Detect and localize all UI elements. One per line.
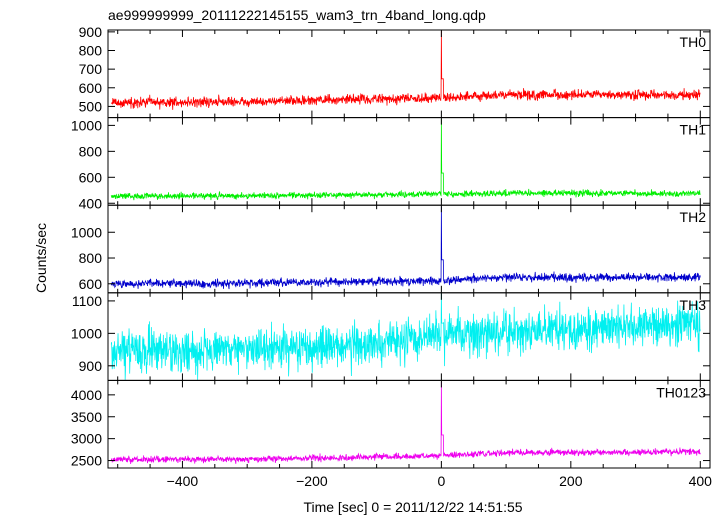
- series-line-th0123: [110, 381, 701, 464]
- chart-title: ae999999999_20111222145155_wam3_trn_4ban…: [108, 7, 486, 23]
- x-tick-label: 0: [437, 473, 445, 489]
- y-tick-label: 900: [79, 358, 103, 374]
- y-tick-label: 700: [79, 61, 103, 77]
- y-tick-label: 800: [79, 143, 103, 159]
- series-label: TH2: [680, 209, 707, 225]
- y-tick-label: 600: [79, 169, 103, 185]
- y-tick-label: 600: [79, 276, 103, 292]
- y-tick-label: 3000: [71, 431, 102, 447]
- y-tick-label: 2500: [71, 453, 102, 469]
- x-axis-label: Time [sec] 0 = 2011/12/22 14:51:55: [303, 499, 522, 515]
- y-tick-label: 1100: [72, 293, 102, 309]
- panel-th0123: 2500 3000 3500 4000 TH0123: [71, 379, 711, 469]
- y-axis-label: Counts/sec: [33, 223, 49, 293]
- series-label: TH0123: [656, 384, 706, 400]
- y-tick-label: 1000: [71, 224, 102, 240]
- series-line-th2: [110, 206, 701, 290]
- x-tick-label: −200: [296, 473, 328, 489]
- panel-frame: [107, 379, 711, 469]
- panel-frame: [107, 292, 711, 381]
- y-tick-label: 1000: [71, 325, 102, 341]
- series-label: TH0: [680, 34, 707, 50]
- panel-th2: 600 800 1000 TH2: [71, 204, 711, 294]
- y-tick-label: 800: [79, 43, 103, 59]
- y-tick-label: 800: [79, 250, 103, 266]
- y-tick-label: 500: [79, 98, 103, 114]
- panel-th1: 400 600 800 1000 TH1: [71, 117, 711, 211]
- series-label: TH3: [680, 297, 707, 313]
- x-tick-label: 200: [559, 473, 583, 489]
- series-label: TH1: [680, 122, 707, 138]
- y-tick-label: 400: [79, 195, 103, 211]
- y-tick-label: 3500: [71, 409, 102, 425]
- series-line-th3: [110, 292, 701, 380]
- x-tick-labels: −400 −200 0 200 400: [167, 473, 713, 489]
- y-tick-label: 900: [79, 24, 103, 40]
- y-tick-label: 4000: [71, 387, 102, 403]
- panel-th0: 500 600 700 800 900 TH0: [79, 24, 711, 119]
- y-tick-label: 1000: [71, 117, 102, 133]
- series-line-th1: [110, 118, 701, 201]
- panel-frame: [107, 204, 711, 294]
- x-tick-label: 400: [689, 473, 713, 489]
- panel-th3: 900 1000 1100 TH3: [71, 292, 711, 381]
- y-tick-label: 600: [79, 80, 103, 96]
- x-tick-label: −400: [167, 473, 199, 489]
- series-line-th0: [110, 30, 701, 110]
- panels: 500 600 700 800 900 TH0 400 600 800 1000 TH1 600 800…: [71, 24, 712, 489]
